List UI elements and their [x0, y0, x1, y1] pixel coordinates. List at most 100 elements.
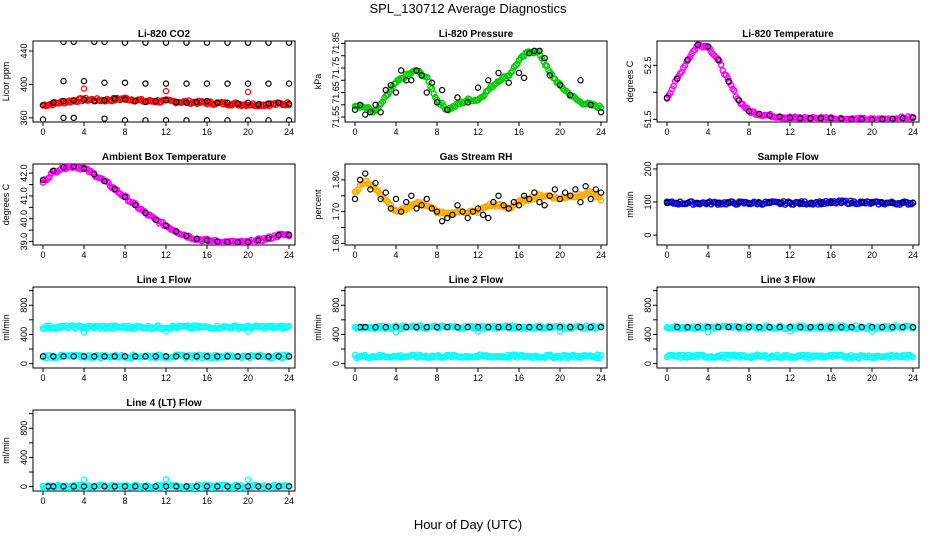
- data-point: [485, 77, 492, 84]
- data-point: [173, 228, 180, 235]
- x-tick-label: 12: [473, 373, 483, 383]
- data-point: [694, 323, 701, 331]
- data-point: [162, 87, 170, 95]
- x-tick-label: 0: [40, 373, 45, 383]
- data-point: [899, 199, 906, 207]
- data-point: [214, 353, 221, 360]
- data-point: [817, 115, 824, 122]
- data-point: [362, 111, 369, 118]
- x-tick-label: 8: [122, 127, 127, 137]
- data-point: [449, 211, 456, 219]
- data-point: [715, 199, 722, 207]
- data-point: [858, 323, 865, 331]
- data-point: [582, 183, 589, 190]
- data-point: [509, 351, 516, 359]
- y-tick-label: 400: [19, 77, 29, 92]
- x-tick-label: 20: [243, 250, 253, 260]
- x-tick-label: 20: [867, 373, 877, 383]
- data-point: [101, 177, 108, 185]
- data-point: [909, 114, 917, 121]
- data-point: [142, 353, 149, 360]
- data-point: [724, 74, 731, 82]
- data-point: [495, 69, 502, 77]
- data-point: [285, 117, 293, 122]
- x-tick-label: 8: [746, 127, 751, 137]
- x-tick-label: 0: [352, 127, 357, 137]
- data-point: [735, 97, 742, 104]
- x-tick-label: 12: [161, 373, 171, 383]
- data-point: [663, 323, 671, 331]
- panel-title: Line 2 Flow: [449, 275, 504, 286]
- data-point: [244, 117, 252, 122]
- data-point: [382, 323, 389, 331]
- data-point: [505, 79, 512, 86]
- y-tick-label: 1.80: [331, 171, 341, 189]
- y-axis-label: ml/min: [625, 314, 635, 341]
- panel-title: Line 3 Flow: [761, 275, 816, 286]
- data-point: [234, 483, 241, 490]
- data-point: [193, 235, 200, 243]
- data-point: [275, 483, 282, 490]
- data-point: [526, 195, 533, 203]
- x-tick-label: 4: [705, 250, 710, 260]
- data-point: [540, 58, 547, 66]
- x-tick-label: 20: [867, 250, 877, 260]
- data-point: [551, 186, 559, 193]
- data-point: [183, 80, 190, 87]
- x-tick-label: 4: [81, 250, 86, 260]
- data-point: [121, 117, 129, 122]
- x-tick-label: 4: [81, 127, 86, 137]
- data-point: [224, 117, 231, 122]
- data-point: [444, 214, 451, 222]
- data-point: [423, 323, 430, 331]
- data-point: [418, 72, 425, 79]
- data-point: [39, 176, 47, 184]
- data-point: [285, 483, 293, 490]
- data-point: [183, 483, 190, 490]
- x-tick-label: 0: [664, 373, 669, 383]
- data-point: [392, 329, 400, 336]
- data-point: [403, 323, 410, 331]
- data-point: [193, 353, 200, 360]
- y-tick-label: 0: [331, 361, 341, 366]
- panel-title: Line 1 Flow: [137, 275, 192, 286]
- panel-line4: Line 4 (LT) Flow 0 4 8 12 16 20 24 0 400 800 ml/min: [1, 398, 296, 506]
- data-point: [776, 199, 783, 207]
- data-point: [244, 483, 252, 490]
- data-point: [848, 323, 855, 331]
- data-point: [909, 199, 917, 207]
- x-tick-label: 24: [284, 127, 294, 137]
- x-tick-label: 8: [122, 250, 127, 260]
- data-point: [121, 96, 129, 103]
- data-point: [351, 323, 359, 331]
- data-point: [879, 323, 886, 331]
- data-point: [413, 323, 420, 331]
- data-point: [838, 115, 845, 122]
- data-point: [203, 353, 211, 360]
- data-point: [551, 75, 559, 83]
- data-point: [889, 115, 896, 122]
- y-tick-label: 0: [643, 361, 653, 366]
- data-point: [766, 112, 773, 119]
- data-point: [691, 46, 699, 54]
- data-point: [39, 483, 47, 490]
- data-point: [203, 80, 211, 87]
- data-point: [101, 97, 108, 104]
- y-tick-label: 400: [19, 450, 29, 465]
- data-point: [162, 222, 170, 229]
- data-point: [372, 179, 379, 187]
- data-point: [121, 483, 129, 490]
- data-point: [70, 353, 77, 360]
- data-point: [162, 476, 170, 483]
- x-tick-label: 8: [122, 496, 127, 506]
- data-point: [382, 86, 389, 94]
- data-point: [663, 199, 671, 207]
- page-title: SPL_130712 Average Diagnostics: [369, 1, 567, 16]
- data-point: [827, 115, 835, 122]
- panel-co2: Li-820 CO2 0 4 8 12 16 20 24 360 400 440 Licor ppm: [1, 29, 296, 137]
- data-point: [536, 323, 543, 331]
- data-point: [756, 323, 763, 331]
- y-tick-label: 200: [643, 161, 653, 176]
- x-tick-label: 24: [596, 127, 606, 137]
- data-point: [715, 56, 722, 64]
